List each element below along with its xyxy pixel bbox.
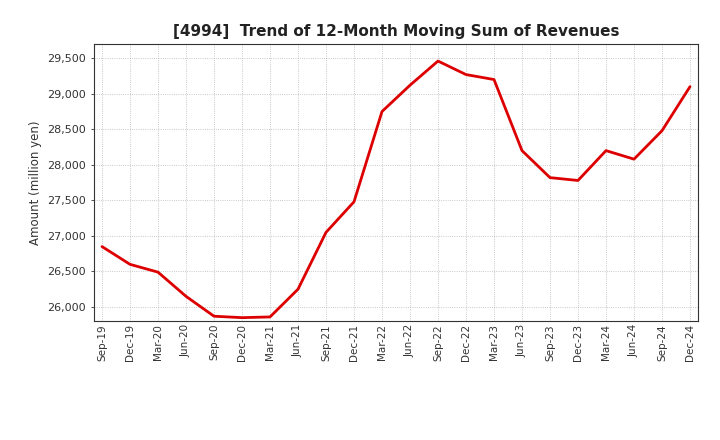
Title: [4994]  Trend of 12-Month Moving Sum of Revenues: [4994] Trend of 12-Month Moving Sum of R… bbox=[173, 24, 619, 39]
Y-axis label: Amount (million yen): Amount (million yen) bbox=[29, 121, 42, 245]
